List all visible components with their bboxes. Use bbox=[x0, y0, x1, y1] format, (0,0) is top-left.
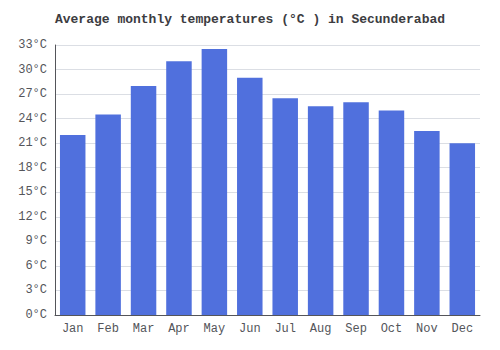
svg-text:Mar: Mar bbox=[133, 322, 155, 336]
svg-text:27°C: 27°C bbox=[18, 87, 47, 101]
svg-text:18°C: 18°C bbox=[18, 161, 47, 175]
svg-text:Dec: Dec bbox=[451, 322, 473, 336]
svg-text:30°C: 30°C bbox=[18, 63, 47, 77]
svg-text:Sep: Sep bbox=[345, 322, 367, 336]
svg-text:Oct: Oct bbox=[381, 322, 403, 336]
svg-text:Nov: Nov bbox=[416, 322, 438, 336]
svg-text:33°C: 33°C bbox=[18, 38, 47, 52]
svg-text:Average monthly temperatures (: Average monthly temperatures (°C ) in Se… bbox=[55, 12, 445, 27]
svg-text:Jul: Jul bbox=[274, 322, 296, 336]
svg-text:6°C: 6°C bbox=[25, 259, 47, 273]
svg-text:Jan: Jan bbox=[62, 322, 84, 336]
svg-text:May: May bbox=[204, 322, 226, 336]
svg-text:15°C: 15°C bbox=[18, 185, 47, 199]
svg-text:24°C: 24°C bbox=[18, 112, 47, 126]
svg-text:Feb: Feb bbox=[97, 322, 119, 336]
svg-text:Apr: Apr bbox=[168, 322, 190, 336]
svg-text:Aug: Aug bbox=[310, 322, 332, 336]
svg-text:12°C: 12°C bbox=[18, 210, 47, 224]
svg-text:3°C: 3°C bbox=[25, 283, 47, 297]
svg-text:Jun: Jun bbox=[239, 322, 261, 336]
svg-text:21°C: 21°C bbox=[18, 136, 47, 150]
svg-text:0°C: 0°C bbox=[25, 308, 47, 322]
svg-text:9°C: 9°C bbox=[25, 234, 47, 248]
